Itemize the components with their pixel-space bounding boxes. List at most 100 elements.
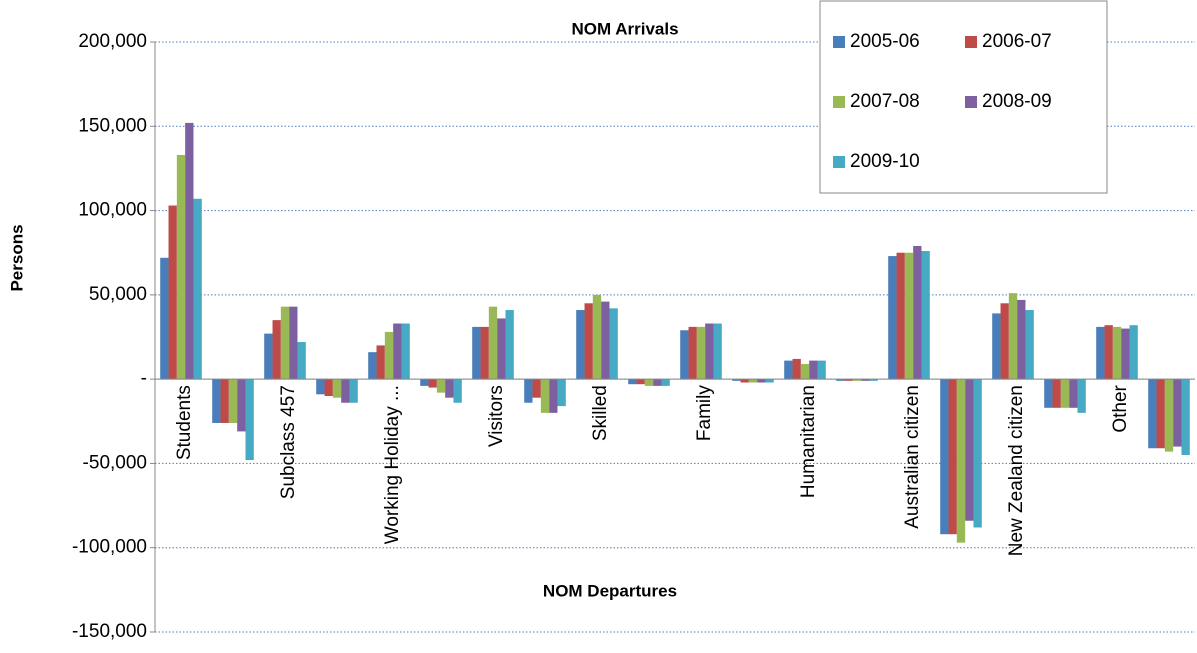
x-tick-label: New Zealand citizen bbox=[1006, 385, 1027, 556]
legend-swatch bbox=[965, 36, 977, 48]
bar bbox=[852, 379, 862, 381]
bar bbox=[384, 331, 394, 380]
bar bbox=[1069, 379, 1078, 408]
bar bbox=[368, 352, 377, 380]
bar bbox=[453, 379, 462, 403]
bar bbox=[401, 323, 410, 380]
annotation: NOM Departures bbox=[543, 581, 677, 600]
bar bbox=[896, 252, 905, 380]
legend-swatch bbox=[833, 156, 845, 168]
bar bbox=[757, 379, 766, 383]
y-tick-label: -50,000 bbox=[83, 452, 147, 473]
bar bbox=[861, 379, 870, 381]
bar bbox=[784, 360, 793, 380]
bar bbox=[1148, 379, 1157, 449]
bar bbox=[1077, 379, 1086, 413]
bar bbox=[913, 245, 922, 380]
bar bbox=[436, 379, 446, 393]
bar bbox=[661, 379, 670, 386]
bar bbox=[904, 252, 914, 380]
x-tick-label: Humanitarian bbox=[798, 385, 819, 498]
bar bbox=[940, 379, 949, 535]
bar bbox=[592, 294, 602, 380]
bar bbox=[168, 205, 177, 380]
x-tick-label: Australian citizen bbox=[902, 385, 923, 529]
bar bbox=[1156, 379, 1165, 449]
bar bbox=[1044, 379, 1053, 408]
bar bbox=[540, 379, 550, 413]
bar bbox=[696, 326, 706, 380]
legend-label: 2005-06 bbox=[850, 31, 920, 52]
bar bbox=[688, 326, 697, 380]
x-tick-label: Subclass 457 bbox=[278, 385, 299, 499]
legend-swatch bbox=[833, 96, 845, 108]
bar bbox=[245, 379, 254, 461]
bar bbox=[765, 379, 774, 383]
bar bbox=[376, 345, 385, 380]
bar bbox=[480, 326, 489, 380]
bar bbox=[557, 379, 566, 407]
x-tick-label: Students bbox=[174, 385, 195, 460]
bar bbox=[349, 379, 358, 403]
bar bbox=[628, 379, 637, 385]
bar bbox=[869, 379, 878, 381]
bar bbox=[1112, 326, 1122, 380]
bar bbox=[488, 306, 498, 380]
bar bbox=[280, 306, 290, 380]
bar bbox=[1052, 379, 1061, 408]
bar bbox=[653, 379, 662, 386]
bar bbox=[809, 360, 818, 380]
x-tick-label: Other bbox=[1110, 384, 1131, 432]
bar bbox=[680, 330, 689, 380]
bar bbox=[497, 318, 506, 380]
bar bbox=[584, 303, 593, 380]
bar bbox=[185, 122, 194, 380]
bar bbox=[524, 379, 533, 403]
y-tick-label: -150,000 bbox=[72, 621, 147, 642]
chart-title: NOM Arrivals bbox=[571, 19, 678, 38]
bar bbox=[992, 313, 1001, 380]
bar bbox=[713, 323, 722, 380]
bar bbox=[176, 154, 186, 380]
bar bbox=[1000, 303, 1009, 380]
legend-label: 2008-09 bbox=[982, 91, 1052, 112]
bar bbox=[644, 379, 654, 386]
bar bbox=[332, 379, 342, 398]
bar bbox=[732, 379, 741, 381]
bar bbox=[1129, 325, 1138, 380]
bar bbox=[272, 320, 281, 380]
bar bbox=[228, 379, 238, 423]
bar bbox=[956, 379, 966, 543]
bar bbox=[472, 326, 481, 380]
bar bbox=[1060, 379, 1070, 408]
y-tick-label: 200,000 bbox=[78, 31, 147, 52]
bar bbox=[1181, 379, 1190, 455]
legend-label: 2007-08 bbox=[850, 91, 920, 112]
legend-label: 2006-07 bbox=[982, 31, 1052, 52]
bar bbox=[705, 323, 714, 380]
bar bbox=[160, 257, 169, 380]
bar bbox=[264, 333, 273, 380]
bar bbox=[636, 379, 645, 385]
legend-label: 2009-10 bbox=[850, 151, 920, 172]
bar bbox=[1173, 379, 1182, 447]
bar bbox=[316, 379, 325, 395]
bar bbox=[420, 379, 429, 386]
y-tick-label: 50,000 bbox=[89, 284, 147, 305]
bar bbox=[748, 379, 758, 383]
bar bbox=[445, 379, 454, 398]
bar bbox=[341, 379, 350, 403]
bar bbox=[888, 256, 897, 380]
bar bbox=[297, 342, 306, 380]
bar bbox=[844, 379, 853, 381]
bar bbox=[601, 301, 610, 380]
y-tick-label: -100,000 bbox=[72, 537, 147, 558]
bar bbox=[212, 379, 221, 423]
bar bbox=[800, 363, 810, 380]
x-tick-label: Working Holiday ... bbox=[382, 385, 403, 544]
bar bbox=[532, 379, 541, 398]
bar bbox=[965, 379, 974, 521]
y-tick-label: - bbox=[141, 368, 147, 389]
bar bbox=[1025, 310, 1034, 380]
